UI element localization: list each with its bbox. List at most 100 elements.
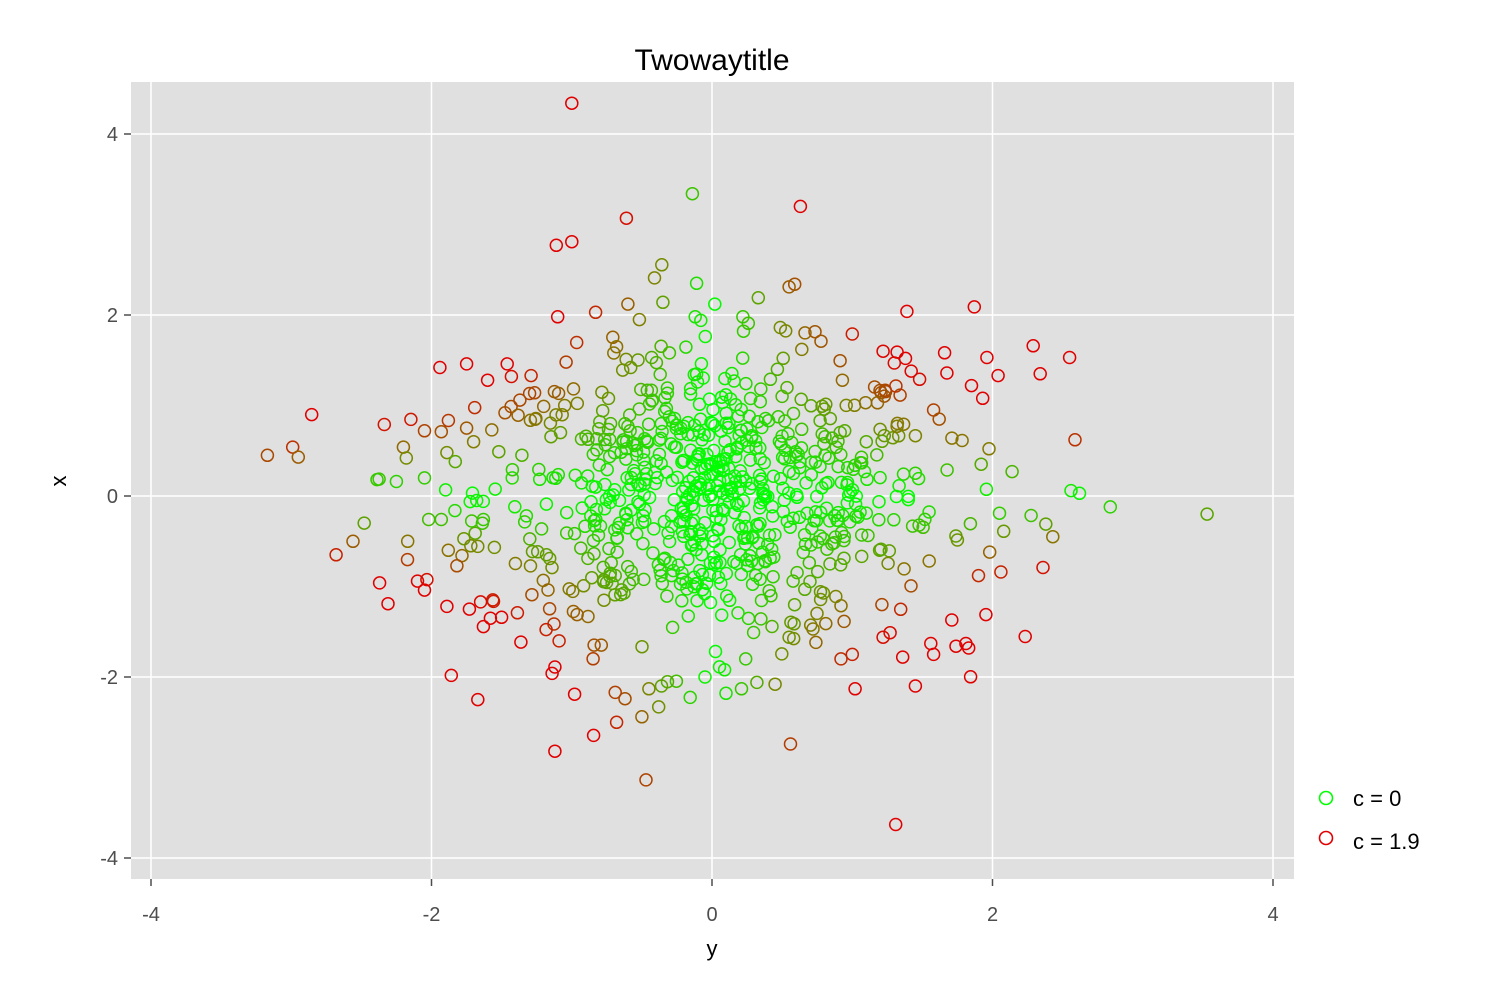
scatter-point [706, 503, 720, 518]
scatter-point [592, 422, 606, 436]
scatter-point [513, 393, 527, 407]
scatter-point [872, 494, 886, 509]
scatter-point [653, 563, 667, 578]
scatter-point [417, 471, 432, 485]
scatter-point [586, 728, 601, 743]
x-tick-label: -2 [423, 904, 441, 926]
scatter-point [783, 520, 797, 534]
scatter-point [441, 543, 456, 558]
scatter-point [440, 445, 454, 460]
scatter-point [693, 563, 707, 578]
scatter-point [808, 324, 822, 339]
scatter-point [723, 392, 738, 406]
scatter-point [804, 455, 819, 470]
scatter-point [845, 647, 860, 662]
scatter-point [815, 399, 829, 413]
scatter-point [404, 412, 418, 427]
scatter-point [725, 366, 739, 381]
scatter-point [853, 505, 867, 519]
scatter-point [708, 297, 722, 311]
x-tick-label: 0 [706, 904, 717, 926]
scatter-point [1046, 529, 1060, 544]
scatter-point [285, 440, 300, 454]
scatter-point [515, 448, 529, 462]
y-tick-label: 4 [107, 124, 118, 146]
scatter-point [786, 406, 801, 421]
scatter-point [646, 546, 660, 560]
scatter-point [675, 594, 689, 608]
scatter-point [787, 597, 802, 612]
scatter-point [695, 537, 709, 551]
scatter-point [562, 582, 576, 596]
scatter-point [644, 350, 659, 365]
scatter-point [810, 606, 824, 621]
scatter-point [789, 488, 804, 502]
scatter-point [543, 416, 558, 430]
scatter-point [991, 368, 1005, 383]
scatter-point [758, 411, 773, 426]
scatter-point [731, 606, 745, 620]
scatter-point [1005, 464, 1019, 479]
scatter-point [450, 559, 464, 573]
scatter-point [593, 415, 607, 429]
scatter-point [581, 609, 595, 624]
scatter-point [715, 502, 730, 517]
scatter-point [681, 609, 696, 623]
x-tick-label: 2 [987, 904, 998, 926]
scatter-point [806, 622, 820, 636]
scatter-point [1018, 629, 1032, 644]
scatter-point [660, 381, 675, 395]
scatter-point [686, 484, 701, 498]
scatter-point [588, 305, 603, 320]
scatter-point [773, 471, 788, 486]
scatter-point [657, 404, 672, 419]
scatter-point [469, 493, 484, 508]
scatter-point [735, 351, 750, 365]
scatter-point [727, 554, 741, 569]
scatter-point [566, 584, 580, 599]
scatter-point [434, 424, 449, 439]
scatter-point [963, 670, 978, 684]
scatter-point [961, 641, 976, 655]
scatter-point [665, 620, 680, 635]
scatter-point [890, 419, 904, 434]
scatter-point [837, 614, 851, 629]
scatter-point [775, 450, 790, 465]
scatter-point [971, 568, 986, 583]
scatter-point [433, 360, 447, 375]
scatter-point [555, 407, 569, 422]
scatter-point [755, 420, 769, 435]
scatter-point [762, 583, 776, 598]
scatter-point [778, 414, 792, 428]
scatter-point [753, 452, 767, 466]
scatter-point [982, 545, 997, 559]
scatter-point [918, 512, 932, 527]
scatter-point [823, 411, 838, 426]
scatter-point [604, 555, 618, 570]
scatter-point [955, 433, 969, 448]
scatter-point [834, 652, 848, 666]
scatter-point [745, 577, 760, 591]
scatter-point [774, 437, 788, 451]
scatter-point [652, 447, 667, 461]
scatter-point [719, 686, 733, 701]
scatter-point [922, 505, 936, 519]
scatter-point [601, 422, 616, 437]
scatter-point [867, 380, 882, 394]
scatter-point [695, 582, 710, 597]
scatter-point [683, 387, 698, 401]
scatter-point [660, 386, 675, 401]
scatter-point [908, 679, 923, 693]
scatter-point [468, 526, 482, 540]
scatter-point [664, 519, 679, 534]
scatter-point [818, 429, 832, 444]
scatter-point [581, 551, 595, 566]
scatter-point [841, 488, 856, 502]
scatter-point [624, 564, 639, 579]
scatter-point [619, 211, 634, 225]
scatter-point [848, 497, 863, 511]
scatter-point [711, 570, 726, 584]
scatter-point [559, 355, 573, 369]
scatter-point [642, 397, 657, 411]
scatter-point [606, 330, 620, 345]
